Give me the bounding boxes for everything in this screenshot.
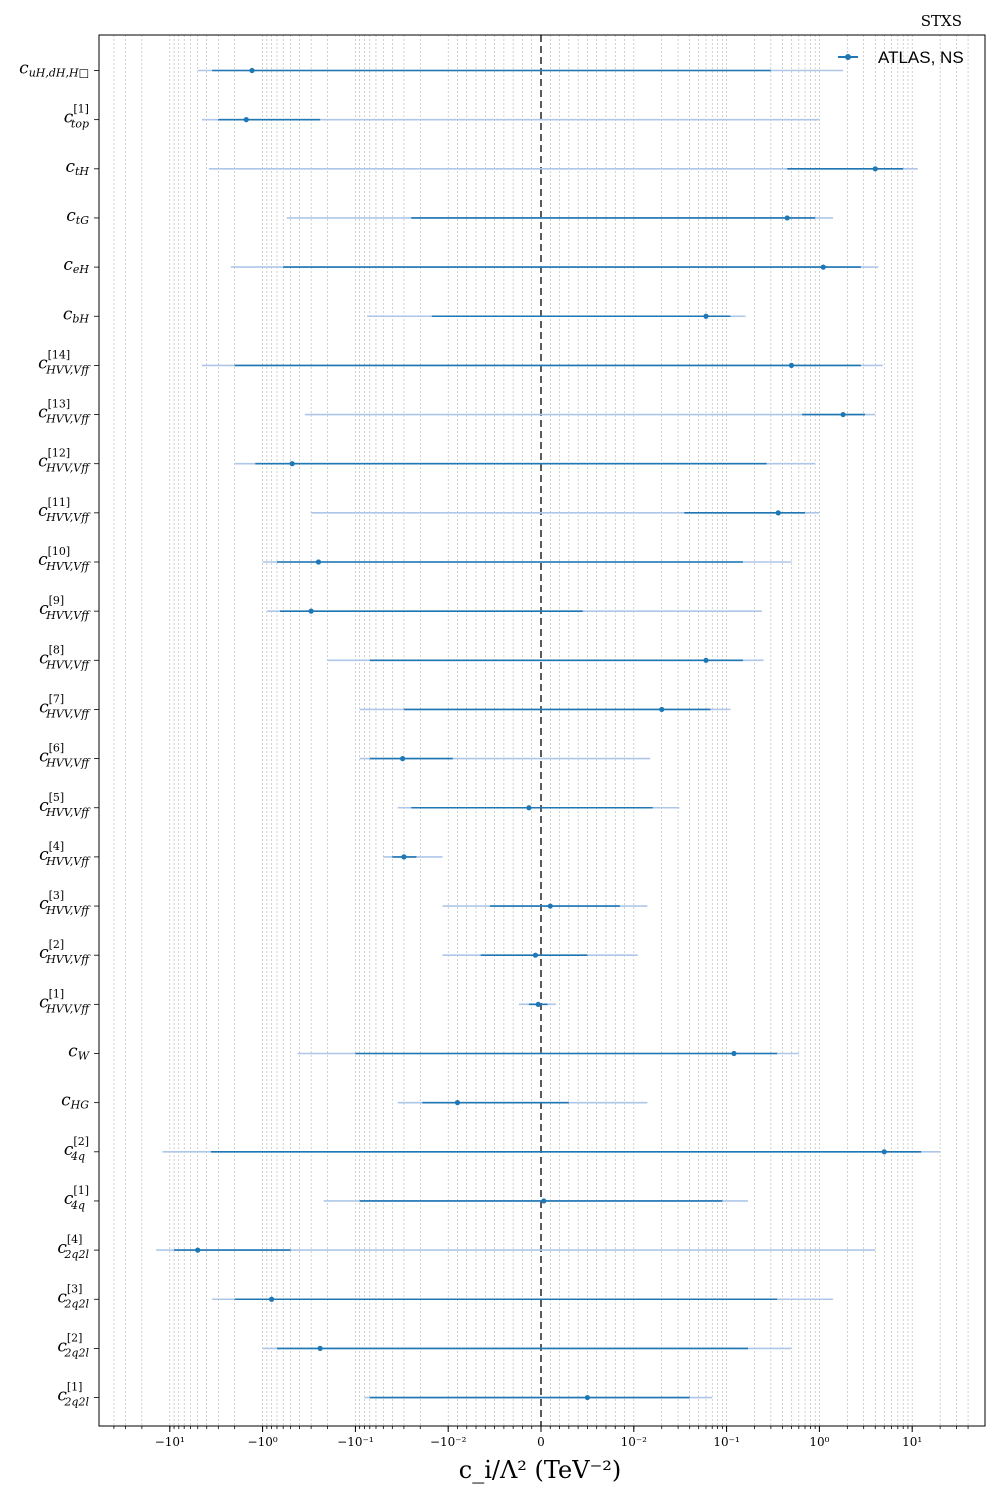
best-fit-point [249,67,255,74]
x-tick-label: 10⁻² [621,1435,648,1449]
x-tick-label: 10⁰ [809,1435,829,1449]
best-fit-point [659,706,665,713]
coefficient-label: c[10] HVV,Vff [38,545,91,573]
coefficient-label: c[7] HVV,Vff [39,692,91,720]
coefficient-label: c[14] HVV,Vff [38,348,91,376]
coefficient-label: c[12] HVV,Vff [38,447,91,475]
best-fit-point [584,1394,591,1401]
coefficient-label: c[1] 2q2l [57,1381,89,1409]
x-ticks: −10¹ −10⁰ −10⁻¹ −10⁻² 0 10⁻² 10⁻¹ 10⁰ 10¹ [113,1426,969,1449]
coefficient-label: c[1] 4q [64,1184,89,1212]
x-tick-label: −10⁻¹ [337,1435,373,1449]
best-fit-point [788,362,795,368]
best-fit-point [840,411,846,418]
legend-label: ATLAS, NS [878,48,964,67]
chart-title: STXS [921,12,962,30]
best-fit-point [703,313,709,319]
best-fit-point [532,952,539,958]
best-fit-point [541,1198,547,1204]
coefficient-label: c[9] HVV,Vff [39,594,91,622]
points-layer [195,67,887,1401]
legend-marker [845,54,851,60]
x-tick-label: −10¹ [155,1435,185,1449]
coefficient-label: c[8] HVV,Vff [39,643,91,671]
best-fit-point [784,215,790,221]
coefficient-label: c[2] 4q [64,1135,89,1163]
best-fit-point [526,805,532,811]
best-fit-point [547,903,553,909]
coefficient-label: cW [68,1042,91,1063]
coefficient-label: cuH,dH,H□ [19,59,89,80]
x-tick-label: 0 [537,1435,545,1449]
coefficient-label: c[1] HVV,Vff [39,987,91,1015]
coefficient-label: c[13] HVV,Vff [38,398,91,426]
best-fit-point [195,1247,201,1253]
coefficient-label: c[3] HVV,Vff [39,889,91,917]
best-fit-point [400,756,406,762]
coefficient-label: c[4] HVV,Vff [39,840,91,868]
best-fit-point [268,1296,275,1302]
best-fit-point [820,264,826,270]
coefficient-label: c[5] HVV,Vff [39,791,91,819]
coefficient-label: ctH [65,157,89,178]
coefficient-label: cHG [61,1091,89,1112]
coefficient-label: c[2] 2q2l [57,1331,89,1359]
plot-frame [98,34,986,1427]
best-fit-point [454,1100,461,1106]
best-fit-point [308,608,314,614]
best-fit-point [775,510,781,516]
x-axis-label: c_i/Λ² (TeV⁻²) [459,1456,621,1484]
best-fit-point [243,117,249,123]
best-fit-point [289,461,295,467]
best-fit-point [881,1149,887,1155]
x-tick-label: 10⁻¹ [713,1435,739,1449]
coefficient-label: c[6] HVV,Vff [39,742,91,770]
x-tick-label: 10¹ [902,1435,922,1449]
coefficient-label: c[2] HVV,Vff [39,938,91,966]
coefficient-label: c[4] 2q2l [57,1233,89,1261]
y-labels: cuH,dH,H□ c[1] top ctH ctG ceH cbH c[14] HVV,Vff… [19,59,99,1409]
x-tick-label: −10⁰ [248,1435,278,1449]
best-fit-point [731,1050,737,1057]
interval-layer [156,69,941,1399]
coefficient-label: c[11] HVV,Vff [38,496,91,524]
best-fit-point [315,559,322,565]
best-fit-point [872,166,878,172]
coefficient-label: ceH [63,255,89,276]
coefficient-label: ctG [66,206,89,227]
coefficient-label: cbH [63,304,90,325]
coefficient-label: c[3] 2q2l [57,1282,89,1310]
legend: ATLAS, NS [838,48,964,67]
best-fit-point [535,1001,541,1007]
coefficient-label: c[1] top [64,103,89,131]
best-fit-point [703,657,709,663]
best-fit-point [401,854,407,860]
best-fit-point [317,1345,323,1351]
x-tick-label: −10⁻² [430,1435,467,1449]
